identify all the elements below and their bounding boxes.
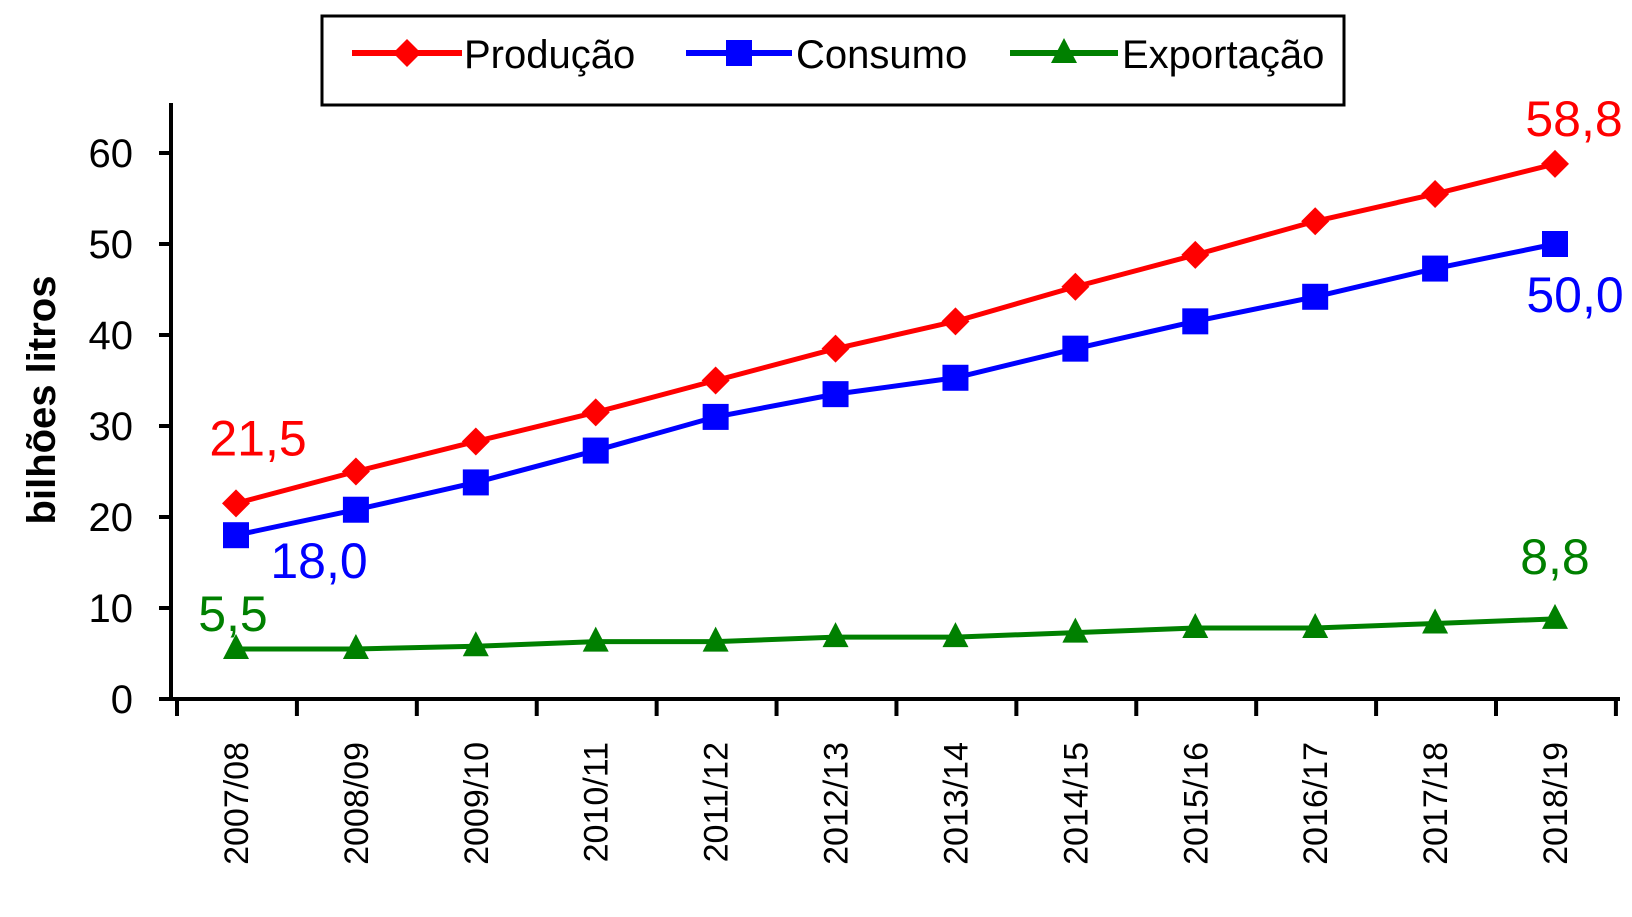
series-2-point-10	[1422, 608, 1449, 634]
series-2-point-3	[582, 626, 609, 652]
legend-marker-1	[726, 40, 752, 66]
y-tick-label: 20	[89, 496, 134, 540]
legend-marker-2	[1051, 38, 1077, 63]
x-tick-label: 2017/18	[1417, 742, 1455, 865]
series-2-point-7	[1062, 617, 1089, 643]
series-1-point-6	[942, 364, 969, 391]
series-2-point-1	[342, 633, 369, 659]
data-label-0-0: 21,5	[209, 410, 306, 466]
series-line-1	[235, 241, 1556, 538]
series-2-point-0	[223, 633, 249, 659]
data-label-0-1: 58,8	[1525, 91, 1622, 147]
x-tick-label: 2008/09	[338, 742, 376, 865]
series-0-point-2	[461, 427, 490, 456]
legend-label-1: Consumo	[796, 33, 967, 77]
legend-label-0: Produção	[464, 33, 635, 77]
x-tick-label: 2012/13	[818, 742, 856, 865]
series-2	[223, 603, 1568, 659]
data-label-2-1: 8,8	[1520, 529, 1590, 585]
y-tick-label: 10	[89, 587, 134, 631]
series-1-point-8	[1182, 308, 1209, 335]
series-1-point-4	[702, 403, 729, 430]
data-labels: 21,5 58,8 18,0 50,0 5,5 8,8	[198, 91, 1623, 642]
x-tick-label: 2013/14	[937, 742, 975, 865]
y-tick-label: 40	[89, 314, 134, 358]
series-line-0	[235, 161, 1556, 506]
x-tick-label: 2011/12	[698, 742, 736, 862]
series-1	[223, 231, 1568, 549]
y-tick-label: 50	[89, 223, 134, 267]
legend-box	[320, 14, 1346, 107]
series-0-point-4	[701, 366, 730, 395]
series-1-point-10	[1422, 255, 1449, 282]
x-tick-label: 2018/19	[1537, 742, 1575, 865]
x-tick-label: 2014/15	[1057, 742, 1095, 865]
x-tick-label: 2015/16	[1177, 742, 1215, 865]
series-1-point-9	[1302, 283, 1329, 310]
series-1-point-1	[342, 496, 369, 523]
series-2-point-5	[822, 622, 849, 648]
series-1-point-5	[822, 381, 849, 408]
series-0-point-10	[1421, 179, 1450, 208]
series-0-point-11	[1541, 149, 1569, 178]
series-2-point-11	[1542, 603, 1568, 629]
series-0-point-6	[941, 307, 970, 336]
series-0-point-0	[222, 489, 250, 518]
data-label-1-1: 50,0	[1526, 267, 1623, 323]
series-0-point-7	[1061, 272, 1090, 301]
x-tick-label: 2009/10	[458, 742, 496, 865]
x-tick-label: 2007/08	[218, 742, 256, 865]
series-1-point-3	[582, 437, 609, 464]
data-label-1-0: 18,0	[270, 533, 367, 589]
series-0-point-9	[1301, 207, 1330, 236]
series-2-point-2	[462, 631, 489, 657]
y-tick-label: 60	[89, 132, 134, 176]
legend-marker-0	[393, 39, 421, 67]
series-layer	[222, 149, 1569, 659]
data-label-2-0: 5,5	[198, 586, 268, 642]
x-tick-label: 2016/17	[1297, 742, 1335, 865]
legend-label-2: Exportação	[1122, 33, 1324, 77]
series-line-2	[236, 616, 1556, 652]
legend: Produção Consumo Exportação	[320, 14, 1346, 107]
series-0-point-1	[341, 457, 370, 486]
y-axis-title: bilhões litros	[20, 276, 64, 525]
series-2-point-9	[1302, 613, 1329, 639]
series-1-point-0	[223, 522, 249, 549]
series-0-point-8	[1181, 240, 1210, 269]
series-2-point-8	[1182, 613, 1209, 639]
series-2-point-6	[942, 622, 969, 648]
series-0-point-5	[821, 334, 850, 363]
x-tick-label: 2010/11	[578, 742, 616, 862]
series-2-point-4	[702, 626, 729, 652]
series-1-point-2	[462, 469, 489, 496]
series-1-point-11	[1542, 231, 1568, 257]
series-0-point-3	[581, 398, 610, 427]
series-1-point-7	[1062, 335, 1089, 362]
axes: 0 10 20 30 40 50 60 bilhões litros 2007/08 2008/0…	[20, 103, 1620, 865]
series-0	[222, 149, 1569, 518]
y-tick-label: 0	[111, 678, 133, 722]
y-tick-label: 30	[89, 405, 134, 449]
